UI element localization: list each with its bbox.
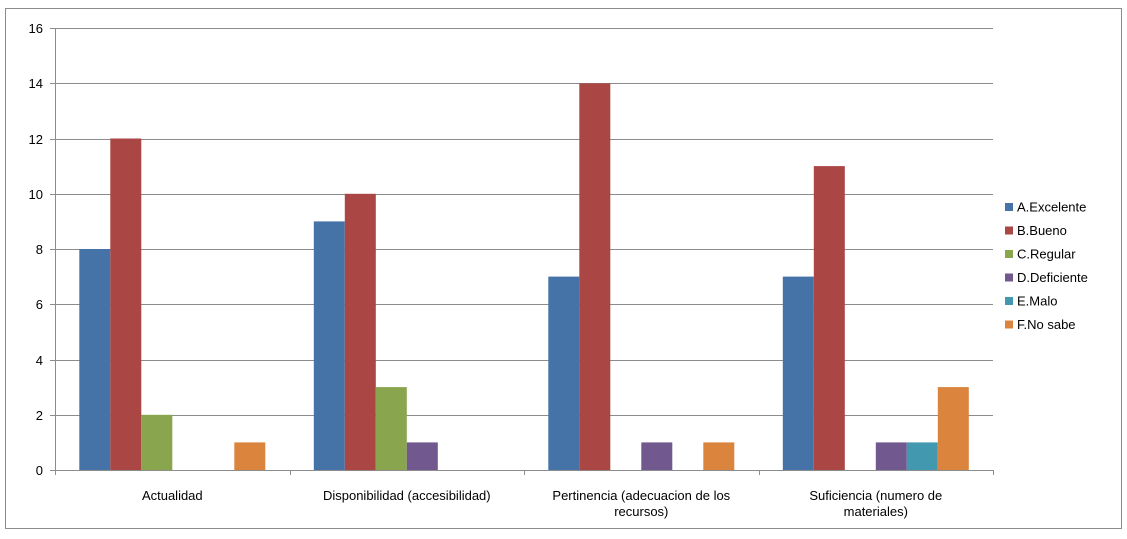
bar-f-no-sabe — [703, 442, 735, 470]
y-tick-label: 10 — [29, 187, 43, 202]
x-category-label: recursos) — [614, 504, 668, 519]
legend-swatch — [1005, 226, 1013, 235]
y-tick-label: 16 — [29, 21, 43, 36]
bars — [79, 83, 969, 471]
legend-label: E.Malo — [1017, 294, 1057, 309]
bar-d-deficiente — [406, 442, 438, 470]
bar-c-regular — [141, 414, 173, 471]
bar-e-malo — [906, 442, 938, 470]
legend: A.Excelente B.Bueno C.Regular D.Deficiente E… — [1005, 200, 1088, 332]
y-tick-label: 14 — [29, 76, 43, 91]
legend-swatch — [1005, 203, 1013, 211]
y-tick-label: 0 — [36, 463, 43, 478]
bar-b-bueno — [110, 138, 142, 470]
bar-c-regular — [375, 387, 407, 470]
y-tick-label: 2 — [36, 408, 43, 423]
legend-label: C.Regular — [1017, 247, 1076, 262]
legend-label: A.Excelente — [1017, 200, 1086, 215]
x-category-label: Suficiencia (numero de — [809, 488, 942, 503]
bar-b-bueno — [813, 166, 845, 470]
bar-a-excelente — [313, 221, 345, 470]
axis-labels: 0 2 4 6 8 10 12 14 16 Actualidad Disponibilidad (a… — [29, 21, 943, 519]
y-tick-label: 4 — [36, 353, 43, 368]
bar-b-bueno — [579, 83, 611, 471]
bar-f-no-sabe — [234, 442, 266, 470]
x-category-label: Actualidad — [142, 488, 203, 503]
bar-b-bueno — [344, 193, 376, 471]
legend-swatch — [1005, 297, 1013, 305]
x-category-label: materiales) — [844, 504, 908, 519]
bar-f-no-sabe — [937, 387, 969, 470]
legend-label: F.No sabe — [1017, 317, 1076, 332]
legend-swatch — [1005, 273, 1013, 282]
x-category-label: Pertinencia (adecuacion de los — [552, 488, 730, 503]
y-tick-label: 8 — [36, 242, 43, 257]
bar-a-excelente — [79, 249, 111, 470]
bar-d-deficiente — [641, 442, 673, 470]
y-tick-label: 12 — [29, 132, 43, 147]
y-tick-label: 6 — [36, 297, 43, 312]
bar-d-deficiente — [875, 442, 907, 470]
legend-swatch — [1005, 320, 1013, 329]
x-category-label: Disponibilidad (accesibilidad) — [323, 488, 491, 503]
axes — [50, 28, 994, 475]
legend-label: D.Deficiente — [1017, 270, 1088, 285]
legend-label: B.Bueno — [1017, 223, 1067, 238]
bar-a-excelente — [782, 276, 814, 470]
legend-swatch — [1005, 250, 1013, 258]
bar-a-excelente — [548, 276, 580, 470]
